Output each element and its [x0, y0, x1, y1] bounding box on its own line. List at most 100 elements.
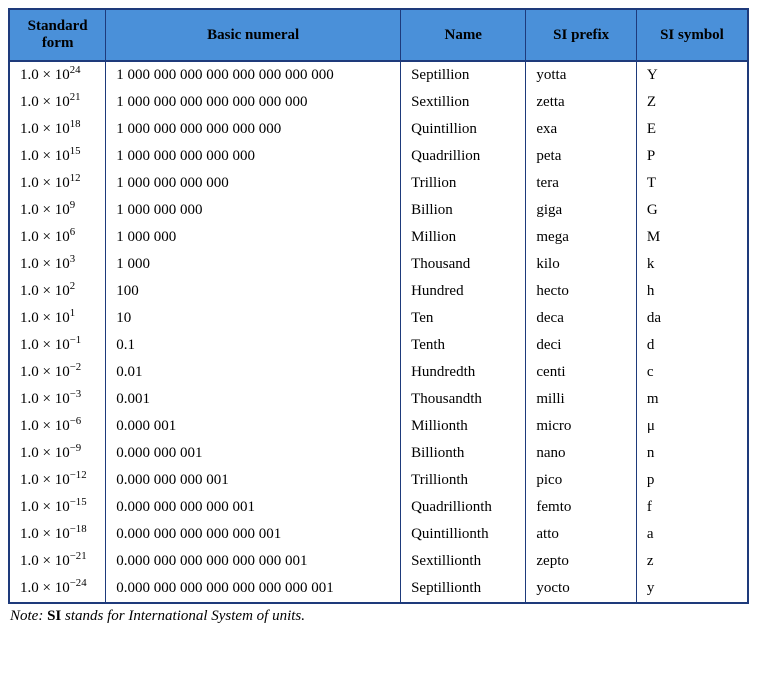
cell-basic-numeral: 0.000 000 000 000 000 000 001 — [106, 548, 401, 575]
table-row: 1.0 × 1091 000 000 000BilliongigaG — [10, 197, 747, 224]
standard-form-exponent: 9 — [70, 199, 75, 211]
cell-si-prefix: kilo — [526, 251, 637, 278]
cell-name: Million — [401, 224, 526, 251]
cell-basic-numeral: 0.000 000 000 001 — [106, 467, 401, 494]
standard-form-exponent: 1 — [70, 307, 75, 319]
table-row: 1.0 × 1031 000Thousandkilok — [10, 251, 747, 278]
table-row: 1.0 × 10241 000 000 000 000 000 000 000 … — [10, 61, 747, 89]
standard-form-exponent: −21 — [70, 550, 87, 562]
cell-standard-form: 1.0 × 10−15 — [10, 494, 106, 521]
cell-standard-form: 1.0 × 102 — [10, 278, 106, 305]
standard-form-base: 1.0 × 10 — [20, 67, 70, 83]
col-header-name: Name — [401, 10, 526, 61]
cell-name: Quadrillion — [401, 143, 526, 170]
cell-basic-numeral: 1 000 000 000 000 000 000 000 — [106, 89, 401, 116]
cell-basic-numeral: 1 000 000 000 000 000 000 000 000 — [106, 61, 401, 89]
standard-form-exponent: −3 — [70, 388, 82, 400]
standard-form-exponent: −9 — [70, 442, 82, 454]
cell-name: Quintillionth — [401, 521, 526, 548]
table-header-row: Standard form Basic numeral Name SI pref… — [10, 10, 747, 61]
table-row: 1.0 × 10−90.000 000 001Billionthnanon — [10, 440, 747, 467]
cell-standard-form: 1.0 × 1015 — [10, 143, 106, 170]
cell-si-symbol: da — [636, 305, 747, 332]
standard-form-exponent: 6 — [70, 226, 75, 238]
cell-si-symbol: n — [636, 440, 747, 467]
standard-form-base: 1.0 × 10 — [20, 310, 70, 326]
cell-name: Sextillionth — [401, 548, 526, 575]
cell-standard-form: 1.0 × 10−1 — [10, 332, 106, 359]
cell-standard-form: 1.0 × 1012 — [10, 170, 106, 197]
standard-form-base: 1.0 × 10 — [20, 121, 70, 137]
standard-form-exponent: 24 — [70, 64, 81, 76]
cell-si-symbol: m — [636, 386, 747, 413]
cell-standard-form: 1.0 × 1018 — [10, 116, 106, 143]
cell-standard-form: 1.0 × 10−2 — [10, 359, 106, 386]
cell-basic-numeral: 1 000 000 000 000 000 000 — [106, 116, 401, 143]
cell-si-prefix: zepto — [526, 548, 637, 575]
standard-form-base: 1.0 × 10 — [20, 337, 70, 353]
standard-form-base: 1.0 × 10 — [20, 256, 70, 272]
cell-basic-numeral: 1 000 000 000 000 — [106, 170, 401, 197]
standard-form-base: 1.0 × 10 — [20, 499, 70, 515]
standard-form-base: 1.0 × 10 — [20, 472, 70, 488]
standard-form-exponent: −24 — [70, 577, 87, 589]
cell-si-symbol: d — [636, 332, 747, 359]
si-prefix-table: Standard form Basic numeral Name SI pref… — [10, 10, 747, 602]
table-row: 1.0 × 1061 000 000MillionmegaM — [10, 224, 747, 251]
table-row: 1.0 × 102100Hundredhectoh — [10, 278, 747, 305]
cell-si-prefix: yotta — [526, 61, 637, 89]
standard-form-exponent: 12 — [70, 172, 81, 184]
cell-si-prefix: nano — [526, 440, 637, 467]
cell-standard-form: 1.0 × 10−24 — [10, 575, 106, 602]
cell-standard-form: 1.0 × 10−21 — [10, 548, 106, 575]
standard-form-exponent: 3 — [70, 253, 75, 265]
cell-si-prefix: milli — [526, 386, 637, 413]
cell-si-prefix: atto — [526, 521, 637, 548]
table-row: 1.0 × 10−20.01Hundredthcentic — [10, 359, 747, 386]
cell-si-prefix: hecto — [526, 278, 637, 305]
cell-si-symbol: Y — [636, 61, 747, 89]
standard-form-exponent: 15 — [70, 145, 81, 157]
table-row: 1.0 × 10−180.000 000 000 000 000 001Quin… — [10, 521, 747, 548]
cell-si-symbol: M — [636, 224, 747, 251]
cell-name: Millionth — [401, 413, 526, 440]
cell-standard-form: 1.0 × 109 — [10, 197, 106, 224]
cell-basic-numeral: 0.001 — [106, 386, 401, 413]
cell-basic-numeral: 0.000 000 001 — [106, 440, 401, 467]
cell-basic-numeral: 0.01 — [106, 359, 401, 386]
cell-standard-form: 1.0 × 1021 — [10, 89, 106, 116]
table-row: 1.0 × 10−150.000 000 000 000 001Quadrill… — [10, 494, 747, 521]
table-row: 1.0 × 10−240.000 000 000 000 000 000 000… — [10, 575, 747, 602]
cell-si-prefix: deci — [526, 332, 637, 359]
cell-basic-numeral: 100 — [106, 278, 401, 305]
standard-form-exponent: −15 — [70, 496, 87, 508]
table-row: 1.0 × 10110Tendecada — [10, 305, 747, 332]
cell-name: Septillion — [401, 61, 526, 89]
cell-si-prefix: pico — [526, 467, 637, 494]
cell-si-symbol: μ — [636, 413, 747, 440]
cell-si-symbol: P — [636, 143, 747, 170]
col-header-si-prefix: SI prefix — [526, 10, 637, 61]
cell-name: Trillionth — [401, 467, 526, 494]
cell-basic-numeral: 0.000 000 000 000 000 000 000 001 — [106, 575, 401, 602]
cell-name: Tenth — [401, 332, 526, 359]
standard-form-exponent: −1 — [70, 334, 82, 346]
cell-si-symbol: E — [636, 116, 747, 143]
cell-name: Quadrillionth — [401, 494, 526, 521]
standard-form-base: 1.0 × 10 — [20, 202, 70, 218]
cell-name: Thousand — [401, 251, 526, 278]
cell-name: Trillion — [401, 170, 526, 197]
table-row: 1.0 × 10181 000 000 000 000 000 000Quint… — [10, 116, 747, 143]
cell-si-symbol: G — [636, 197, 747, 224]
cell-standard-form: 1.0 × 1024 — [10, 61, 106, 89]
cell-si-symbol: a — [636, 521, 747, 548]
cell-si-symbol: h — [636, 278, 747, 305]
cell-basic-numeral: 0.000 000 000 000 000 001 — [106, 521, 401, 548]
cell-si-symbol: y — [636, 575, 747, 602]
cell-standard-form: 1.0 × 10−6 — [10, 413, 106, 440]
table-row: 1.0 × 10−60.000 001Millionthmicroμ — [10, 413, 747, 440]
cell-si-symbol: z — [636, 548, 747, 575]
cell-basic-numeral: 0.000 000 000 000 001 — [106, 494, 401, 521]
standard-form-exponent: 21 — [70, 91, 81, 103]
standard-form-exponent: −2 — [70, 361, 82, 373]
